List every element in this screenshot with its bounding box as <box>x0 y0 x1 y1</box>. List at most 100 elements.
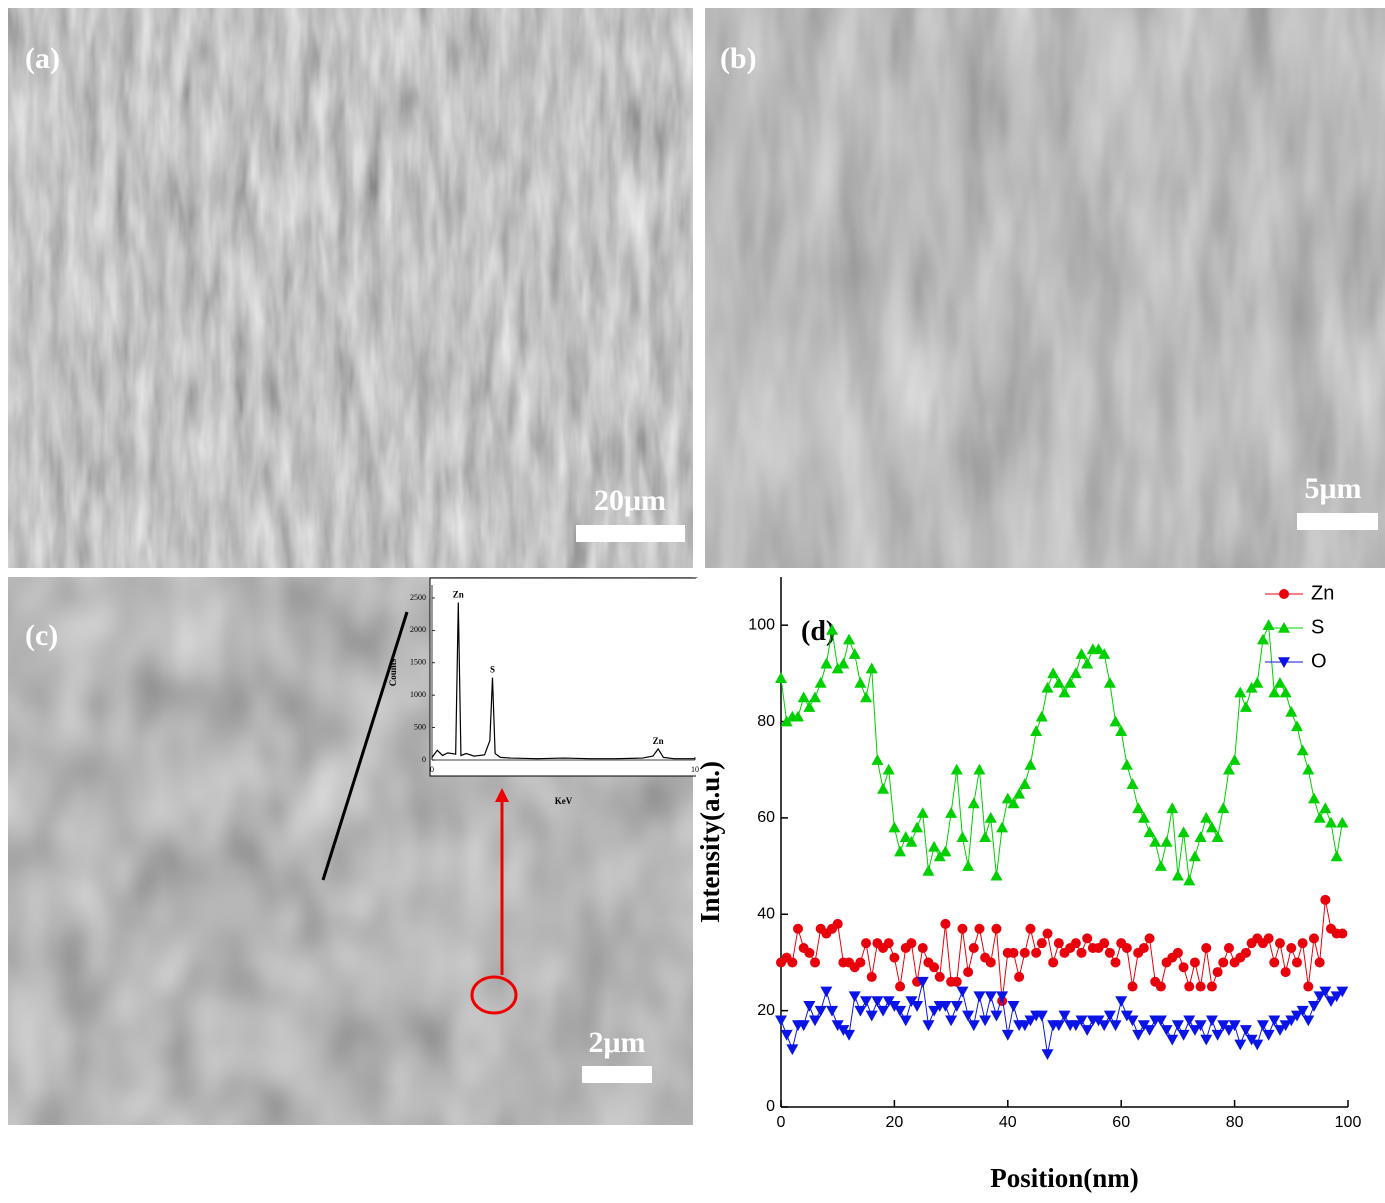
marker <box>1281 967 1291 977</box>
marker <box>940 919 950 929</box>
legend-label: O <box>1311 650 1327 672</box>
marker <box>1184 982 1194 992</box>
marker <box>1190 957 1200 967</box>
marker <box>1122 943 1132 953</box>
marker <box>1269 957 1279 967</box>
marker <box>963 967 973 977</box>
x-tick-label: 0 <box>430 765 434 774</box>
marker <box>929 962 939 972</box>
y-tick-label: 500 <box>414 722 426 731</box>
inset-background <box>430 578 697 776</box>
annotation: Zn <box>453 590 464 600</box>
marker <box>1179 962 1189 972</box>
marker <box>861 938 871 948</box>
marker <box>1298 938 1308 948</box>
x-tick-label: 10 <box>691 765 699 774</box>
marker <box>1173 948 1183 958</box>
marker <box>1337 929 1347 939</box>
marker <box>1139 943 1149 953</box>
marker <box>1275 938 1285 948</box>
marker <box>833 919 843 929</box>
x-tick-label: 80 <box>1226 1114 1244 1131</box>
marker <box>1303 982 1313 992</box>
y-tick-label: 60 <box>757 809 775 826</box>
scale-label: 2μm <box>589 1026 646 1059</box>
y-tick-label: 2500 <box>410 593 426 602</box>
y-tick-label: 20 <box>757 1002 775 1019</box>
y-axis-title: Intensity(a.u.) <box>695 761 725 923</box>
marker <box>1048 957 1058 967</box>
marker <box>1020 948 1030 958</box>
marker <box>1224 943 1234 953</box>
marker <box>957 924 967 934</box>
marker <box>810 957 820 967</box>
marker <box>935 972 945 982</box>
marker <box>1014 972 1024 982</box>
page: (a) 20μm (b) 5μm (c) 2μm 020406080100020… <box>0 0 1385 1203</box>
y-axis-title: Counts <box>388 658 398 686</box>
scale-label: 20μm <box>594 484 666 517</box>
marker <box>918 943 928 953</box>
legend-label: S <box>1311 616 1324 638</box>
x-axis-title: KeV <box>555 796 573 806</box>
marker <box>793 924 803 934</box>
y-tick-label: 40 <box>757 905 775 922</box>
x-tick-label: 0 <box>777 1114 786 1131</box>
marker <box>1099 938 1109 948</box>
marker <box>969 943 979 953</box>
marker <box>1128 982 1138 992</box>
annotation: Zn <box>653 736 664 746</box>
marker <box>974 924 984 934</box>
marker <box>1264 933 1274 943</box>
y-tick-label: 1000 <box>410 690 426 699</box>
marker <box>1286 943 1296 953</box>
marker <box>1077 948 1087 958</box>
sem-texture <box>8 8 693 568</box>
marker <box>1279 589 1289 599</box>
marker <box>855 957 865 967</box>
marker <box>867 972 877 982</box>
marker <box>1008 948 1018 958</box>
marker <box>1201 943 1211 953</box>
marker <box>952 977 962 987</box>
marker <box>1292 957 1302 967</box>
marker <box>1320 895 1330 905</box>
marker <box>1105 948 1115 958</box>
marker <box>1196 982 1206 992</box>
marker <box>1145 933 1155 943</box>
marker <box>986 957 996 967</box>
y-tick-label: 0 <box>422 755 426 764</box>
marker <box>1218 957 1228 967</box>
figure: (a) 20μm (b) 5μm (c) 2μm 020406080100020… <box>0 0 1385 1203</box>
y-tick-label: 100 <box>748 616 775 633</box>
sem-texture <box>705 8 1385 568</box>
scale-bar <box>582 1066 652 1083</box>
x-tick-label: 100 <box>1335 1114 1362 1131</box>
annotation: S <box>490 665 495 675</box>
y-tick-label: 80 <box>757 713 775 730</box>
marker <box>1213 967 1223 977</box>
scale-label: 5μm <box>1305 472 1362 505</box>
marker <box>1025 924 1035 934</box>
marker <box>1207 982 1217 992</box>
marker <box>1309 933 1319 943</box>
scale-bar <box>576 525 685 542</box>
y-tick-label: 1500 <box>410 658 426 667</box>
y-tick-label: 2000 <box>410 625 426 634</box>
marker <box>889 953 899 963</box>
marker <box>1037 938 1047 948</box>
marker <box>787 957 797 967</box>
marker <box>884 938 894 948</box>
marker <box>1111 957 1121 967</box>
marker <box>1315 957 1325 967</box>
marker <box>1071 938 1081 948</box>
marker <box>804 948 814 958</box>
marker <box>1156 982 1166 992</box>
marker <box>906 938 916 948</box>
marker <box>1082 933 1092 943</box>
x-tick-label: 20 <box>886 1114 904 1131</box>
y-tick-label: 0 <box>766 1098 775 1115</box>
scale-bar <box>1297 513 1378 530</box>
marker <box>991 924 1001 934</box>
x-tick-label: 40 <box>999 1114 1017 1131</box>
